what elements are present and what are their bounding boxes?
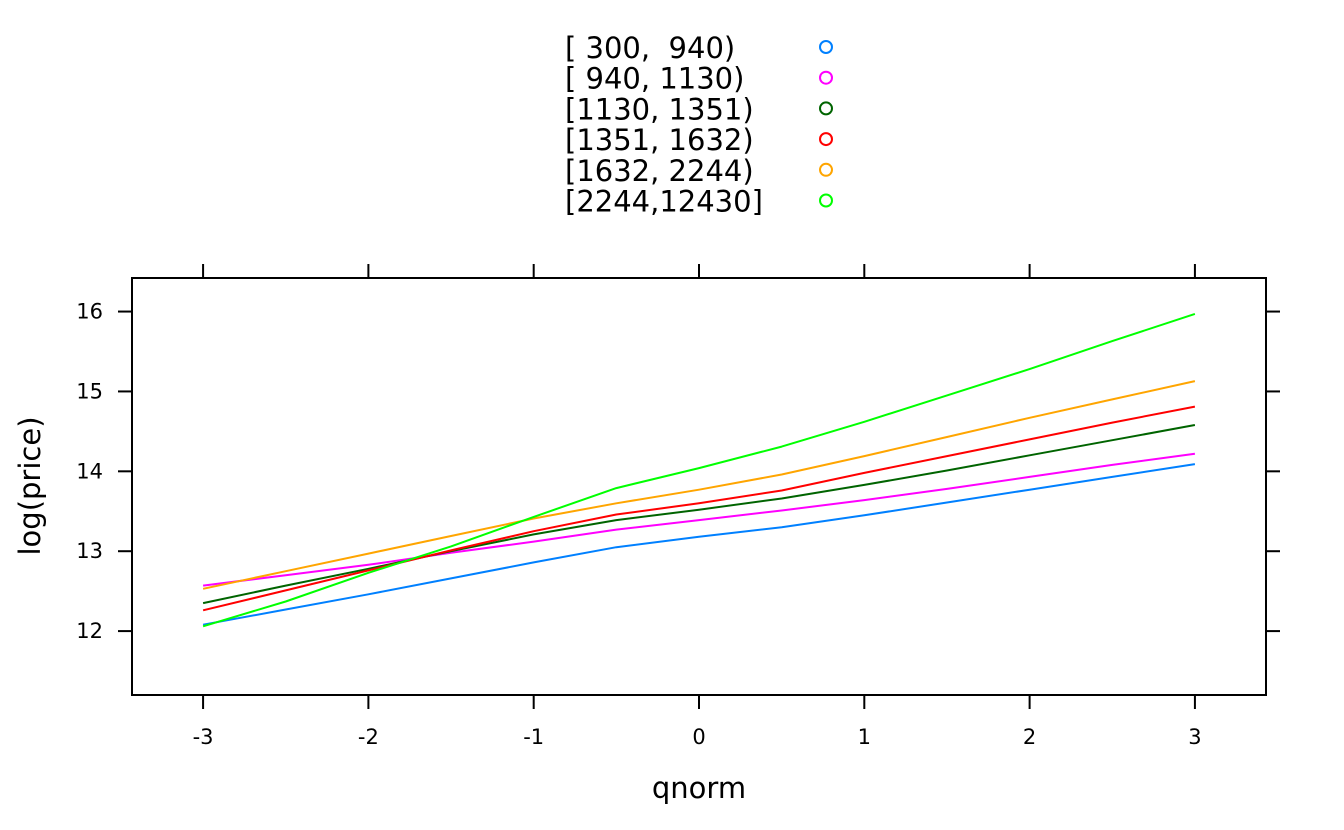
- series-layer: [202, 312, 1196, 628]
- y-tick-label: 12: [76, 619, 103, 643]
- legend-label: [ 940, 1130): [565, 62, 744, 96]
- x-tick-label: -1: [523, 725, 544, 749]
- legend-label: [1130, 1351): [565, 92, 754, 126]
- x-axis: -3 -2 -1 0 1 2 3: [193, 264, 1202, 749]
- plot-frame: [131, 277, 1267, 696]
- y-tick-label: 14: [76, 459, 103, 483]
- series-line-4: [202, 405, 1196, 612]
- legend-marker: [819, 40, 833, 54]
- series-line-1: [202, 463, 1196, 626]
- legend-label: [1351, 1632): [565, 123, 754, 157]
- legend: [ 300, 940)[ 940, 1130)[1130, 1351)[1351…: [565, 31, 833, 219]
- y-tick-label: 15: [76, 379, 103, 403]
- series-line-3: [202, 424, 1196, 605]
- legend-label: [ 300, 940): [565, 31, 735, 65]
- x-tick-label: 2: [1023, 725, 1036, 749]
- x-tick-label: 0: [692, 725, 705, 749]
- y-axis-title: log(price): [13, 416, 47, 555]
- legend-label: [2244,12430]: [565, 185, 763, 219]
- x-tick-label: -2: [358, 725, 379, 749]
- legend-marker: [819, 70, 833, 85]
- x-axis-title: qnorm: [652, 771, 746, 805]
- legend-marker: [819, 162, 833, 177]
- y-axis: 12 13 14 15 16: [76, 300, 1280, 643]
- y-tick-label: 16: [76, 300, 103, 324]
- x-tick-label: 1: [858, 725, 871, 749]
- series-line-2: [202, 452, 1196, 587]
- series-line-6: [202, 312, 1196, 628]
- legend-marker: [819, 132, 833, 147]
- series-line-5: [202, 380, 1196, 590]
- y-tick-label: 13: [76, 539, 103, 563]
- legend-marker: [819, 193, 833, 208]
- legend-label: [1632, 2244): [565, 154, 754, 188]
- legend-marker: [819, 101, 833, 116]
- x-tick-label: -3: [193, 725, 214, 749]
- x-tick-label: 3: [1188, 725, 1201, 749]
